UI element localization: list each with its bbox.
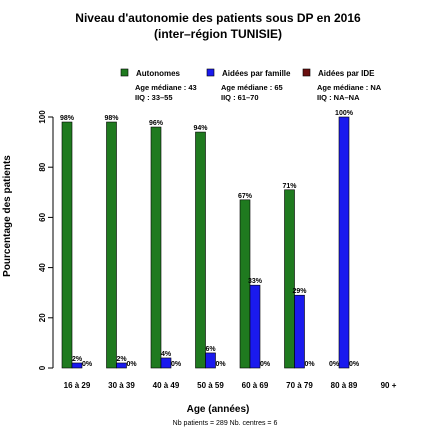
- y-tick-label: 0: [38, 365, 47, 370]
- bar: [106, 121, 117, 369]
- x-axis-title: Age (années): [187, 404, 250, 415]
- data-label: 71%: [282, 183, 297, 190]
- legend-label: Aidées par IDE: [318, 69, 375, 78]
- chart-subtitle: (inter–région TUNISIE): [154, 27, 282, 41]
- y-tick-label: 40: [38, 263, 47, 272]
- x-tick-label: 30 à 39: [108, 381, 135, 390]
- data-label: 33%: [248, 278, 263, 285]
- data-label: 2%: [116, 356, 127, 363]
- bar: [116, 362, 127, 369]
- legend-swatch: [120, 68, 129, 77]
- legend-stat: Age médiane : 43: [135, 83, 197, 92]
- bar: [195, 131, 206, 369]
- bar: [249, 284, 261, 369]
- data-label: 67%: [238, 193, 253, 200]
- y-axis-title: Pourcentage des patients: [2, 155, 13, 277]
- chart-footer: Nb patients = 289 Nb. centres = 6: [173, 420, 278, 427]
- data-label: 0%: [304, 361, 315, 368]
- data-label: 96%: [149, 120, 164, 127]
- bar: [205, 352, 216, 369]
- y-tick-label: 80: [38, 162, 47, 171]
- bar: [338, 116, 350, 369]
- legend-label: Aidées par famille: [222, 69, 291, 78]
- y-tick-label: 60: [38, 212, 47, 221]
- x-tick-label: 16 à 29: [64, 381, 91, 390]
- legend-stat: Age médiane : NA: [317, 83, 382, 92]
- data-label: 4%: [161, 351, 172, 358]
- legend-swatch: [302, 68, 311, 77]
- legend-stat: Age médiane : 65: [221, 83, 283, 92]
- data-label: 0%: [329, 361, 340, 368]
- data-label: 0%: [215, 361, 226, 368]
- x-tick-label: 60 à 69: [242, 381, 269, 390]
- x-tick-label: 50 à 59: [197, 381, 224, 390]
- data-label: 0%: [171, 361, 182, 368]
- data-label: 0%: [126, 361, 137, 368]
- x-tick-label: 40 à 49: [153, 381, 180, 390]
- bar: [150, 126, 162, 369]
- data-label: 2%: [72, 356, 83, 363]
- legend-swatch: [206, 68, 215, 77]
- bar: [61, 121, 73, 369]
- chart-title: Niveau d'autonomie des patients sous DP …: [75, 11, 361, 25]
- data-label: 0%: [349, 361, 360, 368]
- legend-stat: IIQ : 33–55: [135, 93, 173, 102]
- legend-stat: IIQ : NA–NA: [317, 93, 360, 102]
- bars: [61, 116, 350, 369]
- x-tick-label: 80 à 89: [331, 381, 358, 390]
- x-tick-label: 70 à 79: [286, 381, 313, 390]
- y-tick-label: 20: [38, 313, 47, 322]
- data-label: 94%: [193, 125, 208, 132]
- y-tick-label: 100: [38, 110, 47, 124]
- bar: [239, 199, 251, 369]
- legend-label: Autonomes: [136, 69, 181, 78]
- x-tick-label: 90 +: [381, 381, 397, 390]
- legend-stat: IIQ : 61–70: [221, 93, 259, 102]
- bar: [294, 294, 305, 369]
- data-label: 0%: [82, 361, 93, 368]
- axes: 0 20 40 60 80 100 16 à 29 30 à 39 40 à 49 50 à 59…: [38, 110, 397, 390]
- data-label: 98%: [60, 115, 75, 122]
- bar: [71, 362, 83, 369]
- data-label: 98%: [104, 115, 119, 122]
- data-label: 100%: [335, 110, 354, 117]
- data-labels: 98% 98%96%94%67%71%0%2% 2%4%6%33%29%100%0%…: [60, 110, 360, 368]
- data-label: 0%: [260, 361, 271, 368]
- bar: [284, 189, 295, 369]
- bar: [160, 357, 172, 369]
- data-label: 29%: [292, 288, 307, 295]
- data-label: 6%: [205, 346, 216, 353]
